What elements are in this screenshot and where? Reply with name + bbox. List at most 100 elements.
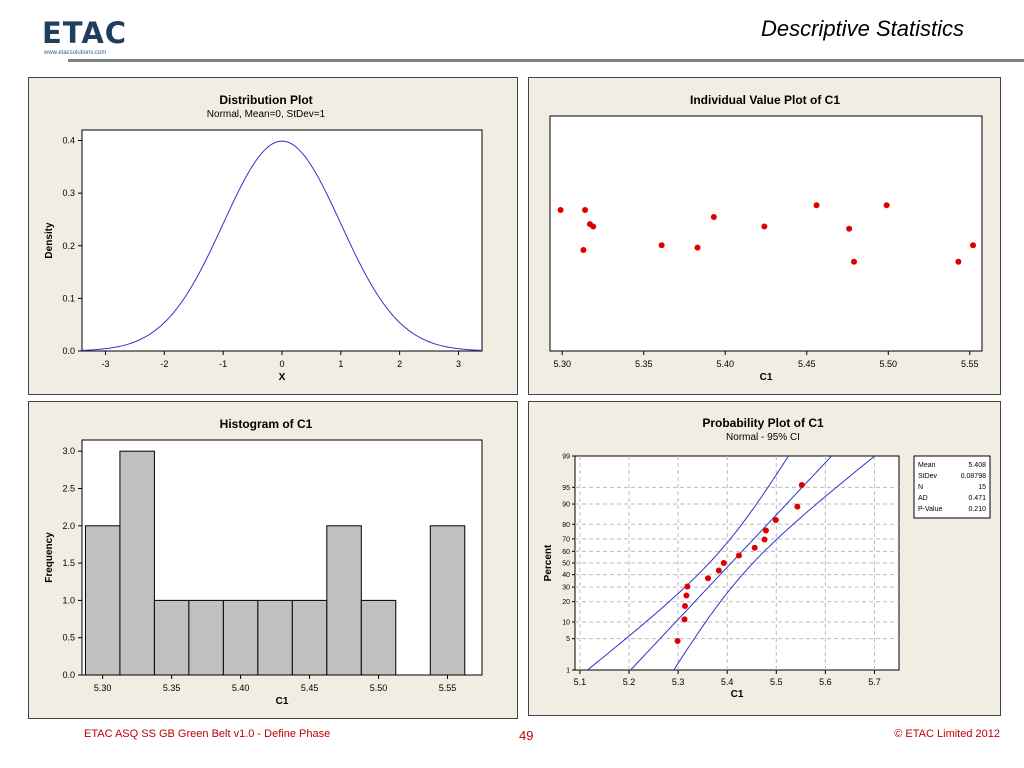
- y-axis-label: Frequency: [44, 532, 55, 583]
- y-axis-label: Percent: [543, 544, 554, 581]
- logo-url: www.etacsolutions.com: [44, 50, 107, 56]
- data-point: [798, 482, 805, 489]
- x-tick-label: 5.45: [301, 683, 319, 693]
- x-tick-label: 5.40: [232, 683, 250, 693]
- data-point: [751, 544, 758, 551]
- data-point: [683, 592, 690, 599]
- page-title: Descriptive Statistics: [761, 16, 964, 41]
- x-axis-label: C1: [731, 689, 744, 700]
- y-tick-label: 1.0: [62, 595, 75, 605]
- ci-upper-line: [673, 456, 876, 670]
- data-point: [794, 503, 801, 510]
- stats-label: P-Value: [918, 506, 942, 513]
- y-tick-label: 0.3: [62, 188, 75, 198]
- stats-value: 0.471: [968, 495, 986, 502]
- histogram-bar: [222, 599, 259, 676]
- x-tick-label: 2: [397, 359, 402, 369]
- probability-plot-svg: Probability Plot of C1 Normal - 95% CI 5.1…: [543, 416, 991, 700]
- data-point: [735, 552, 742, 559]
- x-tick-label: 5.50: [879, 359, 897, 369]
- data-point: [883, 202, 890, 209]
- data-point: [772, 517, 779, 524]
- data-point: [582, 207, 589, 213]
- stats-box: [913, 455, 991, 519]
- footer-course: ETAC ASQ SS GB Green Belt v1.0 - Define …: [84, 728, 331, 740]
- fit-line: [629, 456, 833, 670]
- data-point: [590, 223, 597, 230]
- data-point: [761, 536, 768, 543]
- y-tick-label: 50: [562, 561, 570, 568]
- y-tick-label: 2.0: [62, 521, 75, 531]
- y-tick-label: 80: [562, 522, 570, 529]
- data-point: [761, 223, 768, 230]
- y-tick-label: 95: [562, 485, 570, 492]
- plot-area: [81, 129, 483, 352]
- x-axis-label: C1: [276, 696, 289, 707]
- individual-value-plot-svg: Individual Value Plot of C1 5.30 5.35 5.40 5…: [549, 93, 983, 383]
- chart-subtitle: Normal, Mean=0, StDev=1: [207, 109, 326, 120]
- chart-title: Histogram of C1: [220, 417, 313, 431]
- y-tick-label: 0.0: [62, 670, 75, 680]
- histogram-bar: [257, 599, 293, 676]
- y-tick-label: 1.5: [62, 558, 75, 568]
- data-point: [658, 242, 665, 249]
- y-tick-label: 0.0: [62, 346, 75, 356]
- x-tick-label: 5.3: [672, 677, 685, 687]
- distribution-plot-svg: Distribution Plot Normal, Mean=0, StDev=1…: [44, 93, 483, 383]
- x-tick-label: 5.50: [370, 683, 388, 693]
- histogram-panel: Histogram of C1 5.30 5.35 5.40 5.45 5.50 5.55 0…: [28, 401, 518, 719]
- data-point: [955, 258, 962, 265]
- y-tick-label: 20: [562, 599, 570, 606]
- density-curve: [81, 140, 483, 351]
- x-tick-label: 5.1: [574, 677, 587, 687]
- data-point: [694, 244, 701, 251]
- y-tick-label: 3.0: [62, 446, 75, 456]
- data-point: [715, 567, 722, 574]
- footer-copyright: © ETAC Limited 2012: [894, 728, 1000, 740]
- y-tick-label: 0.2: [62, 241, 75, 251]
- y-tick-label: 1: [566, 668, 570, 675]
- x-tick-label: 5.7: [868, 677, 881, 687]
- probability-plot-panel: Probability Plot of C1 Normal - 95% CI 5.1…: [528, 401, 1001, 716]
- stats-value: 5.408: [968, 462, 986, 469]
- x-tick-label: -3: [102, 359, 110, 369]
- etac-logo: ETAC www.etacsolutions.com: [42, 16, 137, 60]
- individual-value-plot-panel: Individual Value Plot of C1 5.30 5.35 5.40 5…: [528, 77, 1001, 395]
- data-point: [813, 202, 820, 209]
- y-tick-label: 5: [566, 636, 570, 643]
- data-point: [846, 225, 853, 232]
- ci-lower-line: [586, 456, 790, 670]
- x-tick-label: 5.5: [770, 677, 783, 687]
- y-tick-label: 0.4: [62, 136, 75, 146]
- histogram-bar: [153, 599, 190, 676]
- stats-value: 0.08798: [961, 473, 986, 480]
- data-point: [684, 583, 691, 590]
- y-tick-label: 0.5: [62, 633, 75, 643]
- header-divider: [68, 59, 1024, 62]
- data-point: [557, 207, 564, 213]
- data-point: [720, 560, 727, 566]
- chart-title: Distribution Plot: [219, 93, 312, 107]
- page-number: 49: [519, 728, 534, 743]
- logo-text: ETAC: [42, 16, 128, 50]
- data-point: [705, 575, 712, 582]
- y-tick-label: 60: [562, 549, 570, 556]
- y-tick-label: 30: [562, 585, 570, 592]
- x-tick-label: 3: [456, 359, 461, 369]
- x-tick-label: -2: [160, 359, 168, 369]
- data-point: [762, 527, 769, 534]
- x-tick-label: 5.55: [961, 359, 979, 369]
- x-tick-label: -1: [219, 359, 227, 369]
- histogram-svg: Histogram of C1 5.30 5.35 5.40 5.45 5.50 5.55 0…: [44, 417, 483, 707]
- x-tick-label: 5.55: [439, 683, 457, 693]
- chart-title: Probability Plot of C1: [702, 416, 824, 430]
- y-tick-label: 90: [562, 502, 570, 509]
- histogram-bar: [119, 450, 155, 676]
- x-axis-label: C1: [760, 372, 773, 383]
- y-tick-label: 10: [562, 619, 570, 626]
- x-tick-label: 5.30: [94, 683, 112, 693]
- data-point: [681, 616, 688, 623]
- x-tick-label: 1: [338, 359, 343, 369]
- histogram-bar: [84, 525, 121, 676]
- y-axis-label: Density: [44, 222, 55, 259]
